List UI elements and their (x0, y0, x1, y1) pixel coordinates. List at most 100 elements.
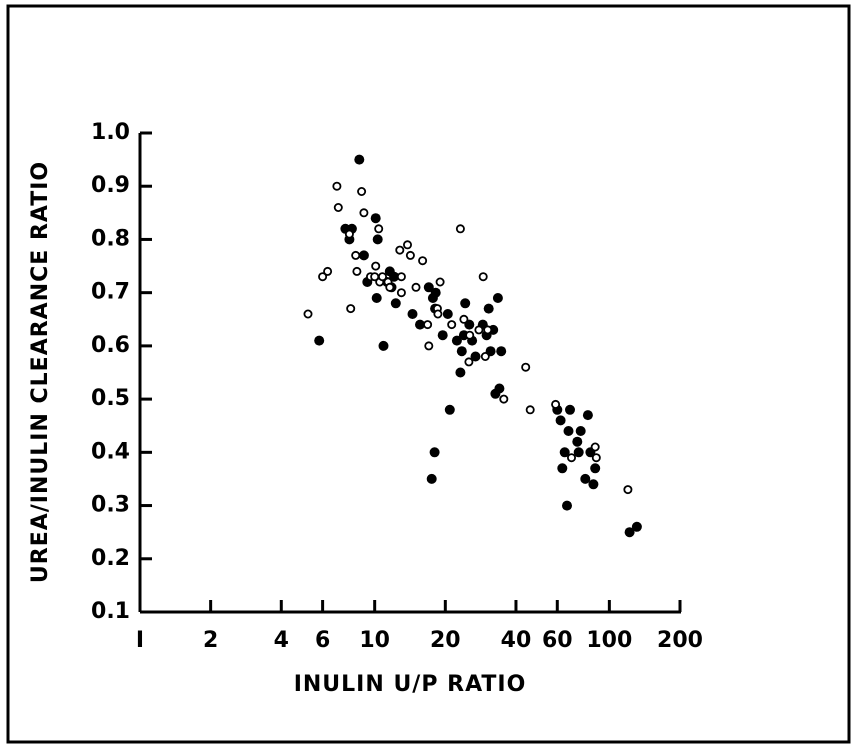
filled-data-point (455, 367, 466, 378)
open-data-point (344, 229, 354, 239)
y-tick-label: 0.7 (91, 280, 130, 305)
filled-data-point (580, 473, 591, 484)
filled-data-point (590, 463, 601, 474)
y-tick-label: 0.2 (91, 546, 130, 571)
filled-data-point (494, 383, 505, 394)
open-data-point (433, 309, 443, 319)
x-ticks: I 2 4 6 10 20 40 60 100 200 (136, 600, 703, 653)
filled-data-point (358, 250, 369, 261)
open-data-point (623, 485, 633, 495)
filled-data-point (460, 298, 471, 309)
open-data-point (357, 186, 367, 196)
open-data-point (371, 261, 381, 271)
y-axis-title: UREA/INULIN CLEARANCE RATIO (28, 161, 53, 583)
filled-data-point (631, 521, 642, 532)
open-data-point (377, 272, 387, 282)
x-tick-label: I (136, 628, 144, 653)
filled-data-point (557, 463, 568, 474)
open-data-point (499, 394, 509, 404)
x-tick-label: 6 (315, 628, 330, 653)
open-data-point (418, 256, 428, 266)
filled-data-point (444, 404, 455, 415)
filled-data-point (371, 293, 382, 303)
y-tick-label: 1.0 (91, 120, 130, 145)
open-data-point (464, 357, 474, 367)
filled-data-point (456, 346, 467, 357)
x-tick-label: 60 (542, 628, 573, 653)
open-data-point (480, 351, 490, 361)
x-tick-label: 4 (274, 628, 289, 653)
filled-data-point (407, 309, 418, 319)
open-data-point (551, 399, 561, 409)
open-data-point (424, 341, 434, 351)
open-data-point (359, 208, 369, 218)
filled-data-point (624, 527, 635, 538)
filled-data-point (442, 309, 453, 319)
filled-data-point (426, 473, 437, 484)
filled-data-point (390, 298, 401, 309)
filled-data-point (451, 335, 462, 346)
y-tick-label: 0.6 (91, 333, 130, 358)
open-data-point (396, 272, 406, 282)
open-data-point (303, 309, 313, 319)
filled-data-point (572, 436, 583, 447)
filled-data-point (470, 351, 481, 362)
open-data-point (525, 405, 535, 415)
x-tick-label: 20 (430, 628, 461, 653)
open-data-point (435, 277, 445, 287)
open-data-point (474, 325, 484, 335)
open-data-point (395, 245, 405, 255)
y-tick-label: 0.9 (91, 173, 130, 198)
y-tick-label: 0.3 (91, 493, 130, 518)
filled-data-point (415, 319, 425, 330)
y-tick-label: 0.5 (91, 386, 130, 411)
open-data-point (411, 282, 421, 292)
filled-data-point (565, 404, 575, 415)
filled-data-point (372, 234, 383, 245)
open-data-point (318, 272, 328, 282)
open-data-point (483, 325, 493, 335)
open-data-point (323, 266, 333, 276)
x-tick-label: 100 (586, 628, 632, 653)
filled-data-point (555, 415, 566, 426)
filled-data-point (582, 410, 593, 421)
filled-data-point (496, 346, 507, 357)
open-data-point (465, 330, 475, 340)
open-data-point (591, 453, 601, 463)
filled-data-point (562, 500, 572, 511)
x-tick-label: 10 (359, 628, 390, 653)
open-data-point (351, 250, 361, 260)
filled-data-point (423, 282, 434, 293)
y-tick-label: 0.4 (91, 439, 130, 464)
open-data-point (521, 362, 531, 372)
filled-data-point (483, 303, 494, 314)
open-data-point (374, 224, 384, 234)
open-data-point (346, 304, 356, 314)
x-tick-label: 200 (657, 628, 703, 653)
open-data-point (459, 314, 469, 324)
y-tick-label: 0.1 (91, 599, 130, 624)
filled-data-point (437, 330, 448, 341)
filled-data-point (370, 213, 381, 224)
filled-data-point (430, 287, 441, 298)
open-data-point (385, 282, 395, 292)
open-data-point (423, 320, 433, 330)
open-data-point (332, 181, 342, 191)
x-axis-title: INULIN U/P RATIO (294, 672, 527, 697)
filled-data-point (429, 447, 440, 458)
open-data-point (333, 202, 343, 212)
data-points (303, 154, 642, 538)
filled-data-point (314, 335, 325, 346)
filled-data-point (354, 154, 365, 165)
filled-data-point (588, 479, 599, 490)
open-data-point (405, 250, 415, 260)
filled-data-point (573, 447, 584, 458)
x-tick-label: 40 (501, 628, 532, 653)
open-data-point (447, 320, 457, 330)
open-data-point (352, 266, 362, 276)
filled-data-point (492, 293, 503, 303)
x-tick-label: 2 (203, 628, 218, 653)
axes (138, 133, 681, 614)
